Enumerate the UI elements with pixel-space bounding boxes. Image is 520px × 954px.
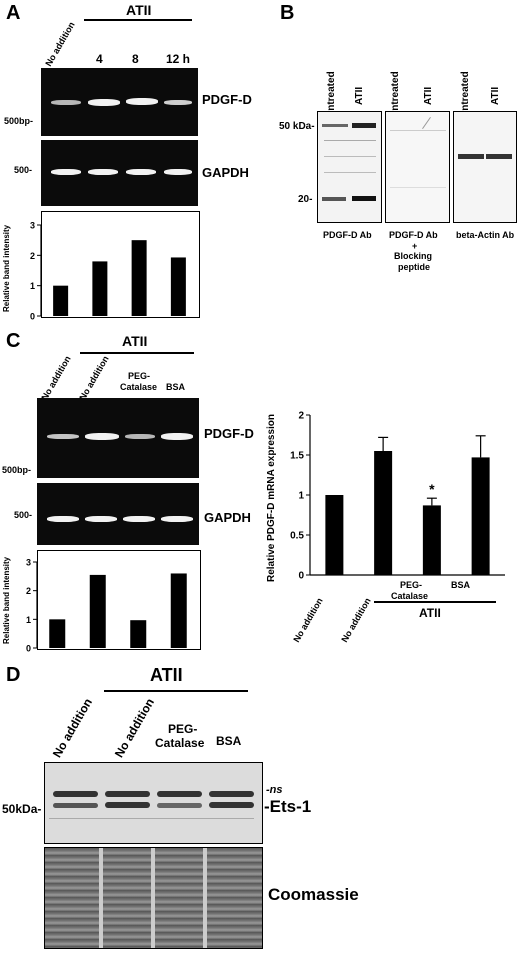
panel-d-lane-2: No addition (111, 695, 157, 760)
panel-a-gapdh-gel (41, 140, 198, 206)
panel-b-actin-blot (453, 111, 517, 223)
panel-b-blocking-label-4: peptide (398, 262, 431, 272)
panel-c-ylabel-right: Relative PDGF-D mRNA expression (266, 413, 277, 582)
panel-a-treatment-label: ATII (126, 2, 152, 18)
panel-letter-b: B (280, 2, 295, 24)
panel-c-pdgfd-label: PDGF-D (204, 426, 254, 441)
panel-d-treatment-label: ATII (150, 665, 183, 685)
panel-letter-a: A (6, 2, 21, 24)
panel-d-50kda-marker: 50kDa- (2, 802, 42, 816)
panel-c-mrna-chart: 0 0.5 1 1.5 2 * (290, 411, 505, 582)
chart-c1-bar-2 (130, 620, 147, 648)
chart-c2-ytick-label-3: 1.5 (290, 451, 304, 462)
panel-letter-c: C (6, 330, 21, 352)
panel-d-treatment-line (104, 690, 248, 692)
panel-letter-d: D (6, 664, 21, 686)
panel-c-lane-4: BSA (166, 382, 186, 392)
chart-a-bar-3 (170, 257, 186, 316)
panel-a-pdgfd-label: PDGF-D (202, 92, 252, 107)
panel-c-ylabel-small: Relative band intensity (2, 556, 11, 644)
chart-c2-bar-0 (325, 495, 344, 575)
panel-c-right-cat-3a: PEG- (400, 580, 423, 590)
panel-b-lane-4: ATII (423, 86, 434, 105)
panel-a-bar-chart: 0 1 2 3 (30, 221, 186, 322)
panel-d-coomassie-gel (44, 847, 263, 949)
panel-a-lane-2: 4 (96, 52, 103, 66)
panel-b-50kda-marker: 50 kDa- (279, 121, 315, 132)
chart-c1-ytick-label-0: 0 (26, 644, 31, 654)
chart-c2-bar-3 (471, 457, 490, 575)
chart-a-bar-1 (92, 261, 108, 316)
panel-b-blocking-label-3: Blocking (394, 251, 433, 261)
panel-a-lane-4: 12 h (166, 52, 191, 66)
panel-b-blocking-blot (385, 111, 450, 223)
panel-c-bar-chart: 0 1 2 3 (26, 558, 187, 654)
panel-a-gapdh-label: GAPDH (202, 165, 249, 180)
chart-c2-ytick-label-2: 1 (298, 491, 304, 502)
panel-d-ets1-label: -Ets-1 (264, 797, 312, 816)
chart-c1-bar-0 (49, 619, 66, 648)
panel-a-500-marker: 500- (14, 165, 33, 175)
chart-a-bar-2 (131, 240, 147, 316)
panel-c-lane-3b: Catalase (120, 382, 158, 392)
chart-a-ytick-label-3: 3 (30, 221, 35, 231)
panel-c-right-treatment: ATII (419, 606, 441, 620)
chart-c2-ytick-label-0: 0 (298, 571, 304, 582)
panel-c-pdgfd-gel (37, 398, 199, 478)
panel-c-lane-1: No addition (39, 354, 73, 402)
chart-c2-significance-asterisk: * (429, 481, 435, 497)
panel-d-coomassie-label: Coomassie (268, 885, 359, 904)
panel-d-ns-label: -ns (266, 784, 283, 796)
panel-d-lane-4: Catalase (155, 736, 205, 750)
panel-b-20-marker: 20- (298, 194, 313, 205)
panel-c-right-cat-4: BSA (451, 580, 471, 590)
chart-a-bar-0 (53, 285, 69, 316)
panel-a-treatment-line (84, 19, 192, 21)
panel-c-lane-3a: PEG- (128, 371, 151, 381)
panel-b-lane-6: ATII (490, 86, 501, 105)
panel-c-500-marker: 500- (14, 510, 33, 520)
panel-d-lane-1: No addition (49, 695, 95, 760)
chart-c1-bar-3 (170, 573, 187, 648)
panel-d-lane-3a: PEG- (168, 722, 198, 736)
panel-c-gapdh-label: GAPDH (204, 510, 251, 525)
panel-d-ets1-blot (44, 762, 263, 844)
chart-a-ytick-label-1: 1 (30, 281, 35, 291)
chart-c2-bar-1 (374, 451, 393, 575)
panel-b-blocking-label-1: PDGF-D Ab (389, 230, 438, 240)
panel-a-pdgfd-gel (41, 68, 198, 136)
panel-c-right-treatment-line (374, 601, 496, 603)
chart-c1-ytick-label-1: 1 (26, 615, 31, 625)
chart-c1-bar-1 (89, 574, 106, 648)
panel-b-pdgfd-blot (317, 111, 382, 223)
chart-a-ytick-label-2: 2 (30, 251, 35, 261)
panel-c-treatment-label: ATII (122, 333, 148, 349)
panel-a-lane-3: 8 (132, 52, 139, 66)
chart-a-ytick-label-0: 0 (30, 312, 35, 322)
chart-c1-ytick-label-3: 3 (26, 558, 31, 568)
panel-c-right-cat-3b: Catalase (391, 591, 429, 601)
panel-c-500bp-marker: 500bp- (2, 465, 32, 475)
chart-c1-ytick-label-2: 2 (26, 586, 31, 596)
panel-a-500bp-marker: 500bp- (4, 116, 34, 126)
panel-b-actin-ab-label: beta-Actin Ab (456, 230, 515, 240)
panel-b-blocking-label-2: + (412, 241, 418, 251)
panel-a-lane-1: No addition (43, 20, 77, 68)
panel-d-lane-5: BSA (216, 734, 242, 748)
panel-b-pdgfd-ab-label: PDGF-D Ab (323, 230, 372, 240)
panel-a-ylabel: Relative band intensity (2, 224, 11, 312)
panel-c-treatment-line (80, 352, 194, 354)
panel-b-lane-2: ATII (354, 86, 365, 105)
chart-c2-ytick-label-4: 2 (298, 411, 304, 422)
panel-c-gapdh-gel (37, 483, 199, 545)
chart-c2-ytick-label-1: 0.5 (290, 531, 304, 542)
panel-c-lane-2: No addition (77, 354, 111, 402)
chart-c2-bar-2 (422, 505, 441, 575)
